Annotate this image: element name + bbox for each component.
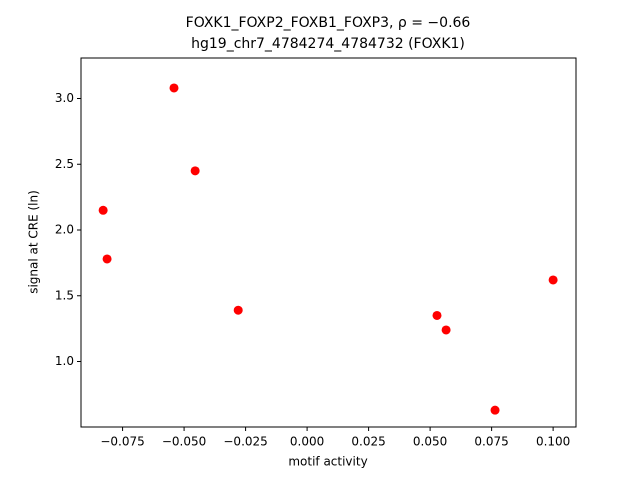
x-tick-label: 0.100 — [536, 435, 570, 449]
y-tick-label: 3.0 — [55, 91, 74, 105]
point — [233, 305, 243, 315]
x-axis-label: motif activity — [288, 455, 367, 469]
x-tick-label: 0.025 — [351, 435, 385, 449]
chart-subtitle: hg19_chr7_4784274_4784732 (FOXK1) — [191, 36, 465, 52]
point — [102, 254, 112, 264]
y-tick-label: 1.5 — [55, 288, 74, 302]
point — [432, 310, 442, 320]
point — [98, 205, 108, 215]
point — [490, 405, 500, 415]
y-tick-label: 2.0 — [55, 223, 74, 237]
chart-title: FOXK1_FOXP2_FOXB1_FOXP3, ρ = −0.66 — [186, 15, 471, 31]
point — [169, 83, 179, 93]
y-axis-label: signal at CRE (ln) — [27, 190, 41, 294]
x-tick-label: −0.075 — [100, 435, 144, 449]
x-tick-label: −0.050 — [162, 435, 206, 449]
point — [190, 166, 200, 176]
x-tick-label: −0.025 — [223, 435, 267, 449]
plot-frame — [80, 57, 577, 428]
point — [548, 275, 558, 285]
y-tick-label: 2.5 — [55, 157, 74, 171]
y-tick-label: 1.0 — [55, 354, 74, 368]
x-tick-label: 0.050 — [413, 435, 447, 449]
x-tick-label: 0.075 — [474, 435, 508, 449]
x-tick-label: 0.000 — [290, 435, 324, 449]
point — [441, 325, 451, 335]
